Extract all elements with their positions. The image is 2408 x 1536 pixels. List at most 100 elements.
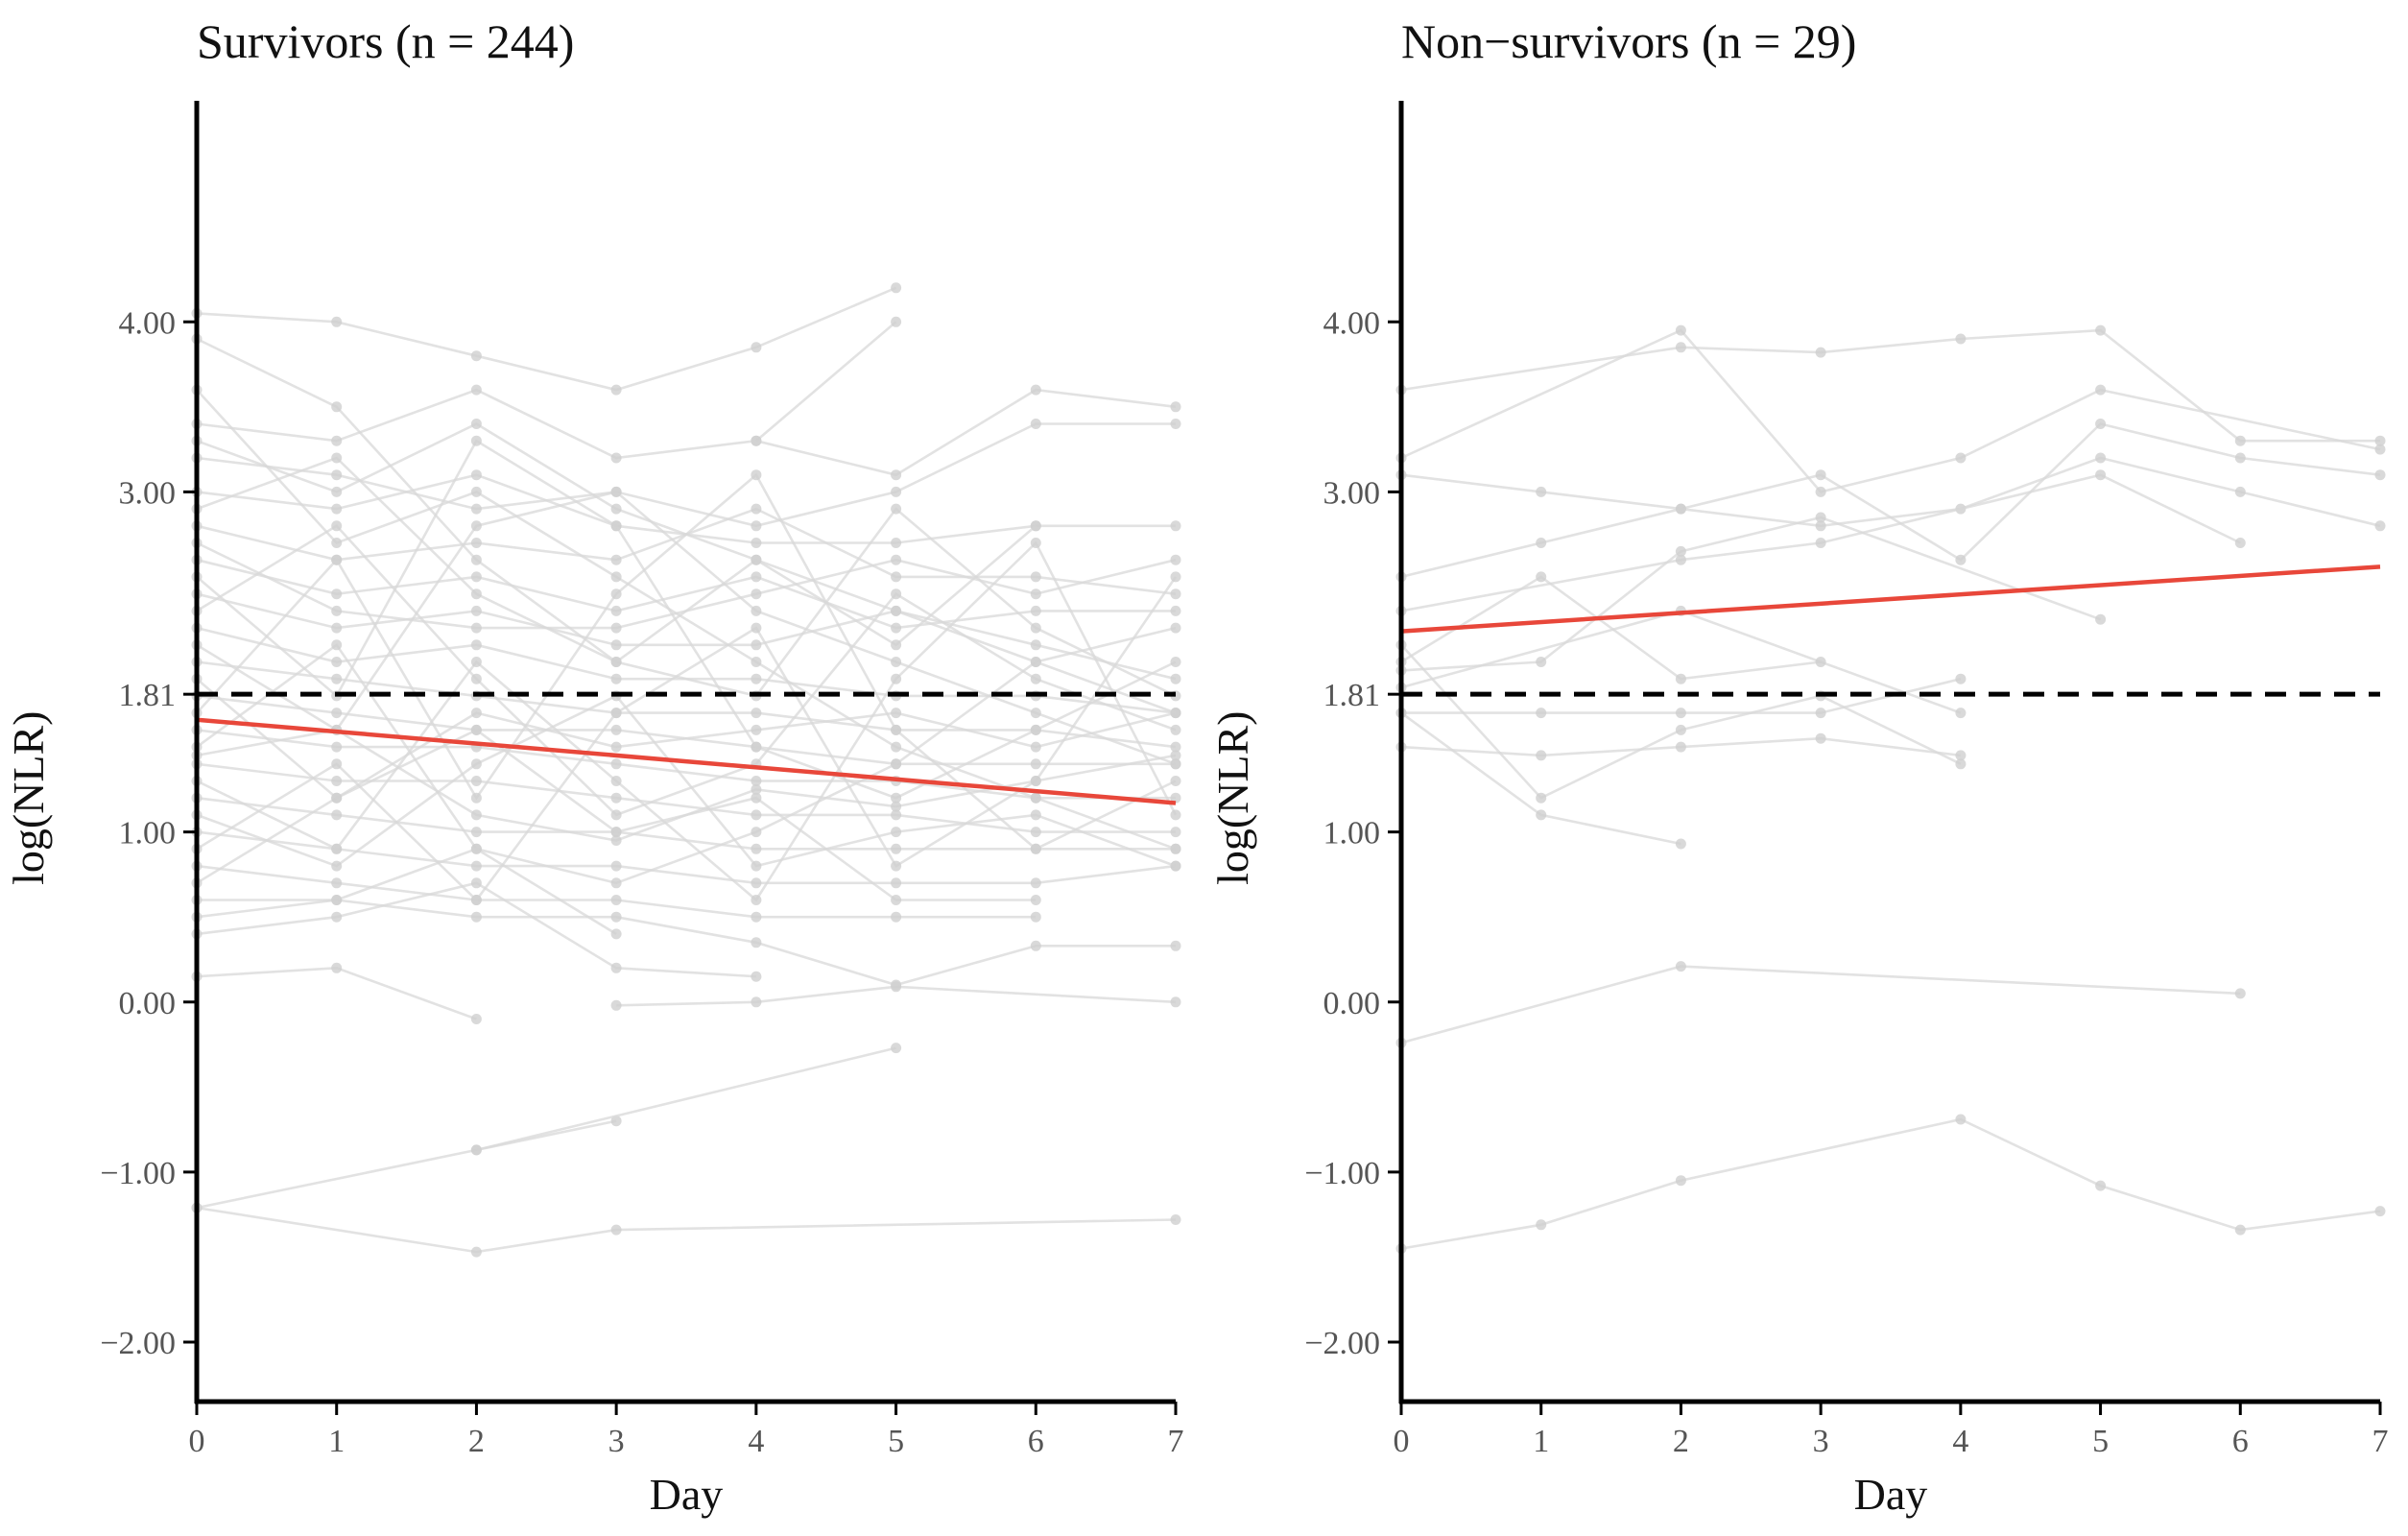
- survivors-trajectory-point: [751, 538, 762, 548]
- survivors-x-tick-label: 3: [608, 1424, 625, 1459]
- survivors-trajectory-point: [470, 486, 482, 497]
- survivors-trajectory-line: [197, 899, 1176, 987]
- survivors-trajectory-point: [610, 1224, 622, 1236]
- survivors-trajectory-point: [751, 708, 762, 719]
- survivors-trend-line: [196, 717, 1177, 805]
- survivors-trajectory-point: [751, 996, 762, 1008]
- survivors-trajectory-point: [1030, 588, 1041, 600]
- survivors-trajectory-point: [1030, 520, 1041, 532]
- survivors-y-tick-label: 1.81: [119, 678, 177, 713]
- non-survivors-trajectory-point: [1955, 333, 1967, 345]
- survivors-trajectory-point: [1170, 571, 1181, 583]
- non-survivors-trajectory-line: [1400, 711, 1681, 846]
- survivors-trajectory-point: [751, 520, 762, 532]
- non-survivors-trajectory-point: [1536, 792, 1547, 804]
- survivors-trajectory-point: [470, 384, 482, 396]
- survivors-trajectory-point: [751, 971, 762, 982]
- survivors-trajectory-point: [331, 452, 343, 464]
- survivors-x-tick-label: 2: [468, 1424, 485, 1459]
- survivors-trajectory-point: [1030, 741, 1041, 753]
- survivors-trajectory-point: [1030, 384, 1041, 396]
- survivors-trajectory-line: [196, 626, 1177, 885]
- survivors-trajectory-point: [1170, 673, 1181, 684]
- survivors-trajectory-point: [610, 520, 622, 532]
- non-survivors-trajectory-point: [1675, 545, 1686, 557]
- non-survivors-x-tick-label: 4: [1952, 1424, 1968, 1459]
- non-survivors-y-tick-label: 4.00: [1323, 305, 1381, 341]
- survivors-trajectories: [191, 282, 1181, 1258]
- survivors-trajectory-point: [610, 1116, 622, 1127]
- non-survivors-trajectory-point: [1675, 741, 1686, 753]
- survivors-trajectory-point: [751, 435, 762, 446]
- survivors-trajectory-point: [331, 877, 343, 889]
- non-survivors-trajectory-point: [2095, 452, 2107, 464]
- survivors-trajectory-point: [470, 809, 482, 821]
- survivors-trajectory-point: [751, 571, 762, 583]
- survivors-trajectory-point: [751, 783, 762, 795]
- non-survivors-trajectory-point: [2234, 538, 2246, 548]
- survivors-trajectory-point: [470, 435, 482, 446]
- non-survivors-trajectory-point: [1955, 758, 1967, 770]
- survivors-trajectory-point: [751, 843, 762, 854]
- survivors-trajectory-point: [1170, 776, 1181, 786]
- non-survivors-trajectory-point: [1675, 503, 1686, 515]
- non-survivors-trajectory-point: [2374, 435, 2386, 446]
- survivors-trajectory-line: [196, 864, 1037, 919]
- survivors-trajectory-point: [470, 827, 482, 838]
- survivors-trajectory-point: [891, 801, 902, 812]
- survivors-trajectory-point: [1170, 809, 1181, 821]
- survivors-trajectory-point: [610, 911, 622, 923]
- survivors-trajectory-point: [610, 673, 622, 684]
- survivors-trajectory-point: [331, 401, 343, 413]
- survivors-trajectory-point: [1030, 419, 1041, 429]
- survivors-trajectory-point: [1030, 940, 1041, 951]
- non-survivors-trajectory-point: [2095, 1180, 2107, 1191]
- survivors-trajectory-point: [470, 724, 482, 735]
- non-survivors-trajectory-point: [1675, 342, 1686, 353]
- survivors-trajectory-point: [1170, 741, 1181, 753]
- survivors-y-tick-label: 3.00: [119, 475, 177, 511]
- survivors-trajectory-point: [1030, 657, 1041, 667]
- survivors-trajectory-point: [891, 1043, 902, 1054]
- survivors-trajectory-point: [331, 860, 343, 872]
- survivors-trajectory-point: [470, 419, 482, 429]
- non-survivors-panel-title: Non−survivors (n = 29): [1401, 14, 1856, 68]
- non-survivors-panel: 0 1 2 3 4 5 6 7 −2.00 −1.00 0.00 1.00 1.81 3.00 4.00 No…: [1208, 14, 2389, 1519]
- survivors-trajectory-point: [891, 895, 902, 905]
- survivors-trajectory-point: [331, 316, 343, 327]
- survivors-trajectory-point: [1030, 895, 1041, 905]
- non-survivors-trajectory-point: [1675, 708, 1686, 719]
- non-survivors-x-tick-label: 0: [1394, 1424, 1410, 1459]
- survivors-trajectory-point: [610, 384, 622, 396]
- survivors-trajectory-point: [1030, 758, 1041, 770]
- survivors-trajectory-point: [751, 741, 762, 753]
- survivors-trajectory-point: [891, 809, 902, 821]
- survivors-panel: 0 1 2 3 4 5 6 7 −2.00 −1.00 0.00 1.00 1.81 3.00 4.00 Su…: [4, 14, 1184, 1519]
- non-survivors-trajectory-point: [2374, 469, 2386, 481]
- survivors-trajectory-point: [470, 877, 482, 889]
- non-survivors-trajectory-point: [2095, 469, 2107, 481]
- survivors-trajectory-point: [610, 809, 622, 821]
- survivors-trajectory-point: [751, 469, 762, 481]
- survivors-trajectory-point: [470, 860, 482, 872]
- survivors-y-tick-label: 4.00: [119, 305, 177, 341]
- non-survivors-trajectory-point: [2234, 1224, 2246, 1236]
- survivors-trajectory-point: [751, 673, 762, 684]
- survivors-x-tick-label: 4: [748, 1424, 764, 1459]
- survivors-trajectory-point: [470, 758, 482, 770]
- survivors-trajectory-point: [1030, 809, 1041, 821]
- non-survivors-trajectory-point: [1675, 724, 1686, 735]
- survivors-trajectory-point: [1170, 843, 1181, 854]
- survivors-trajectory-point: [891, 571, 902, 583]
- survivors-trajectory-point: [331, 469, 343, 481]
- non-survivors-x-tick-label: 1: [1533, 1424, 1549, 1459]
- survivors-trajectory-point: [1030, 911, 1041, 923]
- survivors-trajectory-point: [470, 538, 482, 548]
- survivors-trajectory-point: [610, 452, 622, 464]
- survivors-trajectory-point: [891, 911, 902, 923]
- survivors-trajectory-point: [1170, 622, 1181, 634]
- survivors-x-axis-label: Day: [650, 1470, 724, 1519]
- survivors-trajectory-point: [610, 571, 622, 583]
- survivors-trajectory-point: [610, 554, 622, 565]
- survivors-trajectory-line: [196, 540, 1178, 902]
